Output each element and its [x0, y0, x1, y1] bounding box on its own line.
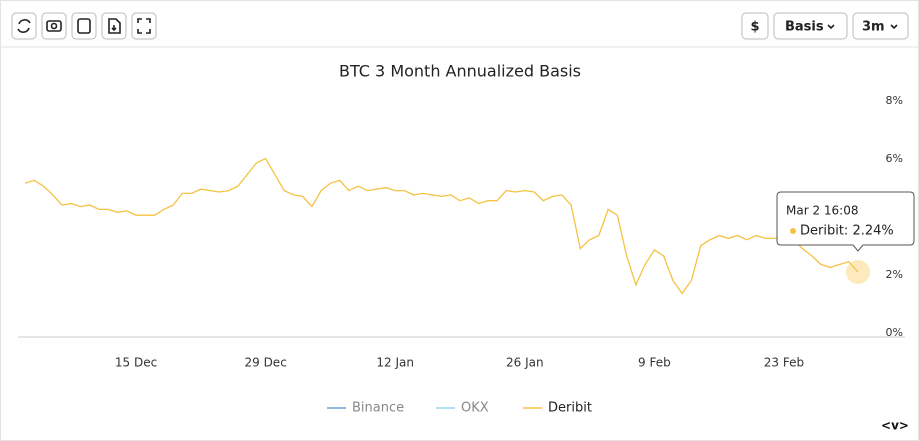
refresh-icon: [17, 19, 31, 33]
range-button[interactable]: [852, 12, 909, 40]
metric-label: Basis: [785, 20, 824, 35]
screenshot-button[interactable]: [41, 12, 67, 40]
series-line: [24, 157, 859, 295]
chevron: [827, 24, 835, 30]
tooltip-box: [776, 191, 915, 252]
tooltip-dot: [790, 228, 796, 234]
refresh-button[interactable]: [11, 12, 37, 40]
y-tick-label: 8%: [886, 94, 903, 107]
x-tick-label: 29 Dec: [244, 356, 286, 370]
chart-title: BTC 3 Month Annualized Basis: [339, 62, 581, 81]
clipboard-icon: [77, 18, 91, 34]
camera-icon: [46, 20, 62, 32]
x-tick-label: 12 Jan: [376, 356, 414, 370]
x-tick-label: 26 Jan: [506, 356, 544, 370]
legend-label: OKX: [461, 401, 489, 416]
tooltip-text: Deribit: 2.24%: [800, 224, 894, 239]
y-tick-label: 2%: [886, 268, 903, 281]
hover-halo: [846, 260, 870, 285]
nav-control[interactable]: <v>: [881, 419, 909, 433]
currency-label: $: [750, 20, 759, 35]
range-label: 3m: [862, 20, 885, 35]
y-tick-label: 0%: [886, 326, 903, 339]
y-tick-label: 6%: [886, 152, 903, 165]
x-tick-label: 15 Dec: [115, 356, 157, 370]
fullscreen-button[interactable]: [131, 12, 157, 40]
copy-button[interactable]: [71, 12, 97, 40]
chevron: [890, 24, 898, 30]
legend-label: Deribit: [548, 401, 592, 416]
fullscreen-icon: [137, 18, 151, 34]
camera-lens: [50, 22, 58, 30]
metric-button[interactable]: [773, 12, 848, 40]
tooltip-title: Mar 2 16:08: [786, 204, 859, 218]
currency-button[interactable]: [741, 12, 769, 40]
download-icon: [108, 18, 121, 34]
legend-label: Binance: [352, 401, 404, 416]
x-tick-label: 9 Feb: [638, 356, 671, 370]
x-tick-label: 23 Feb: [764, 356, 804, 370]
toolbar-icons[interactable]: [11, 12, 909, 40]
